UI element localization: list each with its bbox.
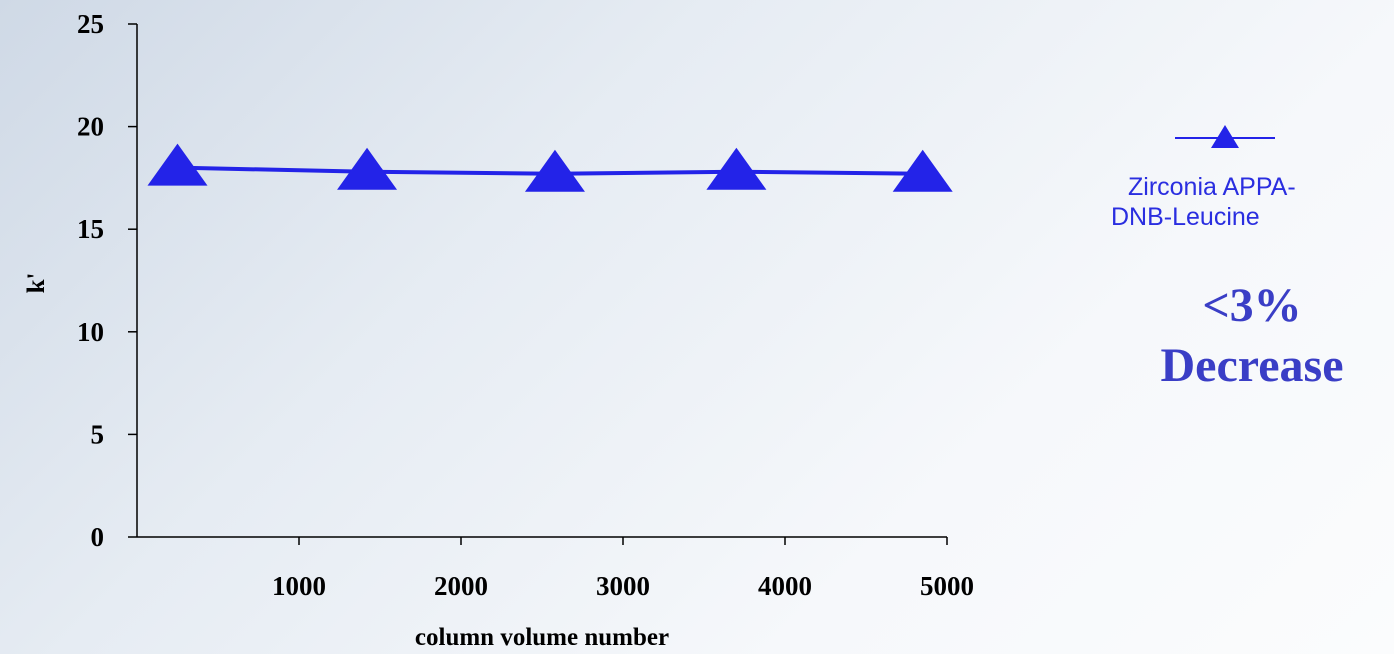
- annotation-line-1: <3%: [1202, 279, 1302, 332]
- data-point-triangle: [147, 143, 208, 186]
- legend-series-name-line-2: DNB-Leucine: [1111, 203, 1260, 231]
- data-point-triangle: [892, 149, 953, 192]
- x-ticks: 1000 2000 3000 4000 5000: [272, 537, 974, 601]
- axes: [136, 24, 947, 538]
- x-tick-label: 4000: [758, 571, 812, 601]
- x-tick-label: 3000: [596, 571, 650, 601]
- y-tick-label: 10: [77, 317, 104, 347]
- x-tick-label: 5000: [920, 571, 974, 601]
- legend-series-name: Zirconia APPA- DNB-Leucine: [1100, 172, 1390, 232]
- legend: Zirconia APPA- DNB-Leucine: [1100, 110, 1390, 410]
- y-tick-label: 5: [91, 419, 105, 449]
- legend-triangle-marker: [1211, 125, 1239, 148]
- y-tick-label: 25: [77, 9, 104, 39]
- data-point-triangle: [706, 147, 767, 190]
- y-tick-label: 15: [77, 214, 104, 244]
- annotation-decrease: <3% Decrease: [1112, 276, 1392, 396]
- y-tick-label: 20: [77, 112, 104, 142]
- legend-series-name-line-1: Zirconia APPA-: [1128, 173, 1296, 201]
- y-tick-label: 0: [91, 522, 105, 552]
- y-ticks: 0 5 10 15 20 25: [77, 9, 137, 552]
- annotation-line-2: Decrease: [1160, 339, 1344, 392]
- data-point-triangle: [337, 147, 398, 190]
- x-axis-title: column volume number: [415, 624, 669, 651]
- series-group: [147, 143, 953, 192]
- x-tick-label: 1000: [272, 571, 326, 601]
- x-tick-label: 2000: [434, 571, 488, 601]
- data-point-triangle: [524, 149, 585, 192]
- y-axis-title: k': [23, 273, 50, 294]
- legend-marker: [1175, 125, 1275, 148]
